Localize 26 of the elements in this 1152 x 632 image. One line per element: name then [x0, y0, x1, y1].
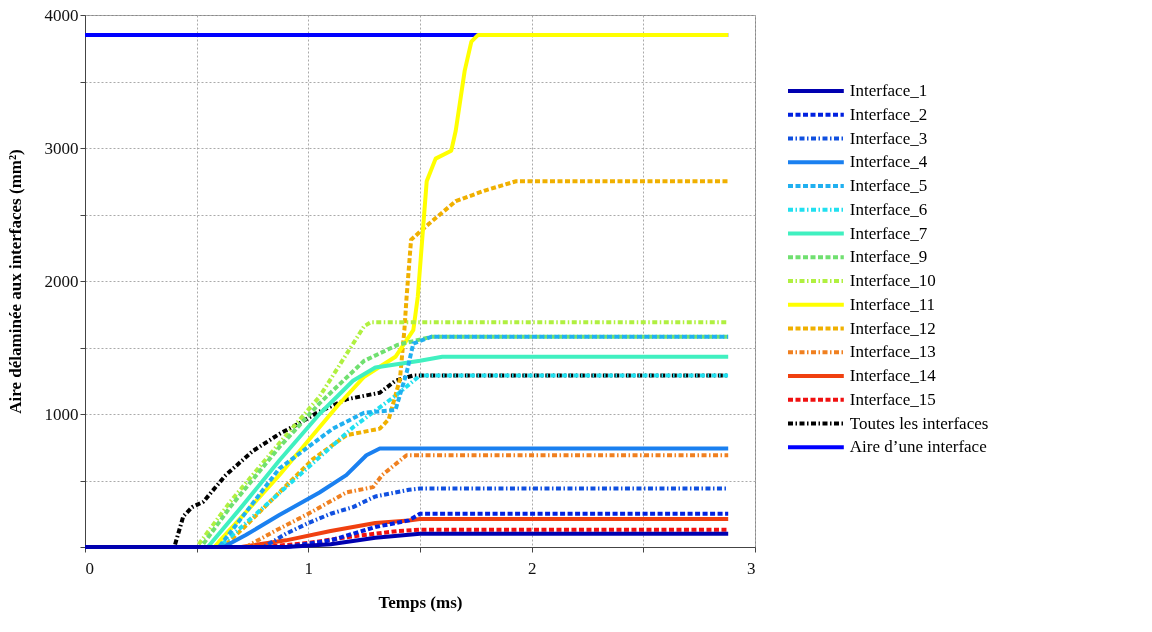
legend-label: Interface_12	[849, 318, 936, 338]
y-tick-label: 4000	[44, 5, 79, 25]
legend-label: Aire d’une interface	[849, 437, 987, 457]
legend-label: Toutes les interfaces	[849, 413, 989, 433]
legend-label: Interface_10	[849, 271, 936, 290]
x-tick-label: 1	[304, 558, 314, 578]
x-tick-label: 2	[527, 558, 537, 578]
legend-label: Interface_5	[849, 176, 928, 195]
legend-label: Interface_14	[849, 366, 937, 385]
y-tick-label: 2000	[44, 271, 79, 291]
x-axis-title: Temps (ms)	[378, 592, 463, 612]
x-tick-label: 3	[747, 558, 756, 578]
legend-label: Interface_3	[849, 128, 928, 148]
y-tick-label: 3000	[44, 138, 79, 158]
y-axis-title: Aire délaminée aux interfaces (mm²)	[5, 149, 25, 414]
legend-label: Interface_7	[849, 223, 928, 243]
legend-label: Interface_15	[849, 389, 936, 409]
legend-label: Interface_1	[849, 81, 928, 100]
legend-label: Interface_11	[849, 294, 936, 314]
legend-label: Interface_2	[849, 104, 928, 124]
legend-label: Interface_9	[849, 247, 928, 267]
legend-label: Interface_4	[849, 152, 928, 172]
legend-label: Interface_13	[849, 342, 936, 362]
x-tick-label: 0	[85, 558, 94, 578]
y-tick-label: 1000	[44, 404, 79, 424]
legend-label: Interface_6	[849, 199, 928, 219]
